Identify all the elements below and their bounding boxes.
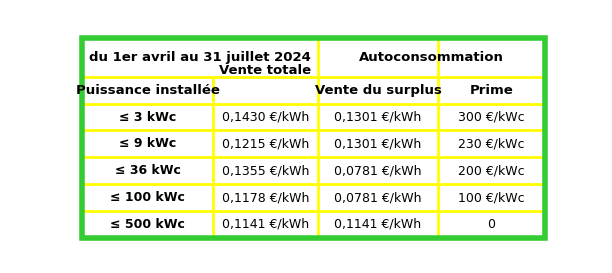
Text: 0,1355 €/kWh: 0,1355 €/kWh [222,164,309,177]
Text: ≤ 100 kWc: ≤ 100 kWc [110,191,185,204]
Text: 0,1430 €/kWh: 0,1430 €/kWh [222,111,309,124]
Text: du 1er avril au 31 juillet 2024: du 1er avril au 31 juillet 2024 [89,51,311,64]
Text: 0,1178 €/kWh: 0,1178 €/kWh [222,191,309,204]
Text: 0,0781 €/kWh: 0,0781 €/kWh [334,164,422,177]
Text: 100 €/kWc: 100 €/kWc [458,191,524,204]
Text: Vente totale: Vente totale [220,64,312,77]
Text: ≤ 3 kWc: ≤ 3 kWc [119,111,176,124]
Text: Autoconsommation: Autoconsommation [359,51,504,64]
Text: ≤ 36 kWc: ≤ 36 kWc [114,164,181,177]
Text: ≤ 9 kWc: ≤ 9 kWc [119,137,176,150]
Text: Vente du surplus: Vente du surplus [315,84,441,97]
Text: 0: 0 [487,218,495,231]
Text: 230 €/kWc: 230 €/kWc [458,137,524,150]
Text: ≤ 500 kWc: ≤ 500 kWc [110,218,185,231]
Text: 300 €/kWc: 300 €/kWc [458,111,524,124]
Text: Prime: Prime [469,84,513,97]
Text: 0,1215 €/kWh: 0,1215 €/kWh [222,137,309,150]
Text: 0,1301 €/kWh: 0,1301 €/kWh [334,111,422,124]
Text: 200 €/kWc: 200 €/kWc [458,164,524,177]
Text: 0,1301 €/kWh: 0,1301 €/kWh [334,137,422,150]
Text: 0,1141 €/kWh: 0,1141 €/kWh [222,218,309,231]
Text: Puissance installée: Puissance installée [75,84,219,97]
Text: 0,0781 €/kWh: 0,0781 €/kWh [334,191,422,204]
Text: 0,1141 €/kWh: 0,1141 €/kWh [334,218,422,231]
